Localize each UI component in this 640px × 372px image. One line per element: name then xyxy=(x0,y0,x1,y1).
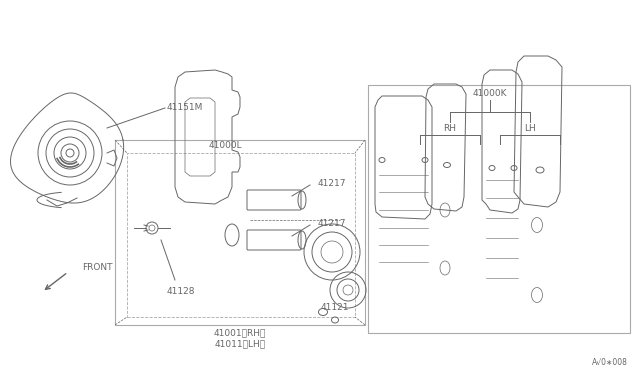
Text: FRONT: FRONT xyxy=(82,263,113,273)
Text: 41001〈RH〉: 41001〈RH〉 xyxy=(214,328,266,337)
Bar xyxy=(368,85,630,333)
Bar xyxy=(127,153,355,317)
Text: 41128: 41128 xyxy=(167,288,195,296)
Text: 41217: 41217 xyxy=(318,218,346,228)
Text: A√0∗008: A√0∗008 xyxy=(592,357,628,366)
Text: LH: LH xyxy=(524,124,536,132)
Text: 41000L: 41000L xyxy=(208,141,242,150)
Text: 41151M: 41151M xyxy=(167,103,203,112)
Bar xyxy=(115,140,365,325)
Text: 41000K: 41000K xyxy=(473,89,508,97)
Text: 41217: 41217 xyxy=(318,179,346,187)
Text: RH: RH xyxy=(444,124,456,132)
Text: 41121: 41121 xyxy=(321,304,349,312)
Text: 41011〈LH〉: 41011〈LH〉 xyxy=(214,340,266,349)
